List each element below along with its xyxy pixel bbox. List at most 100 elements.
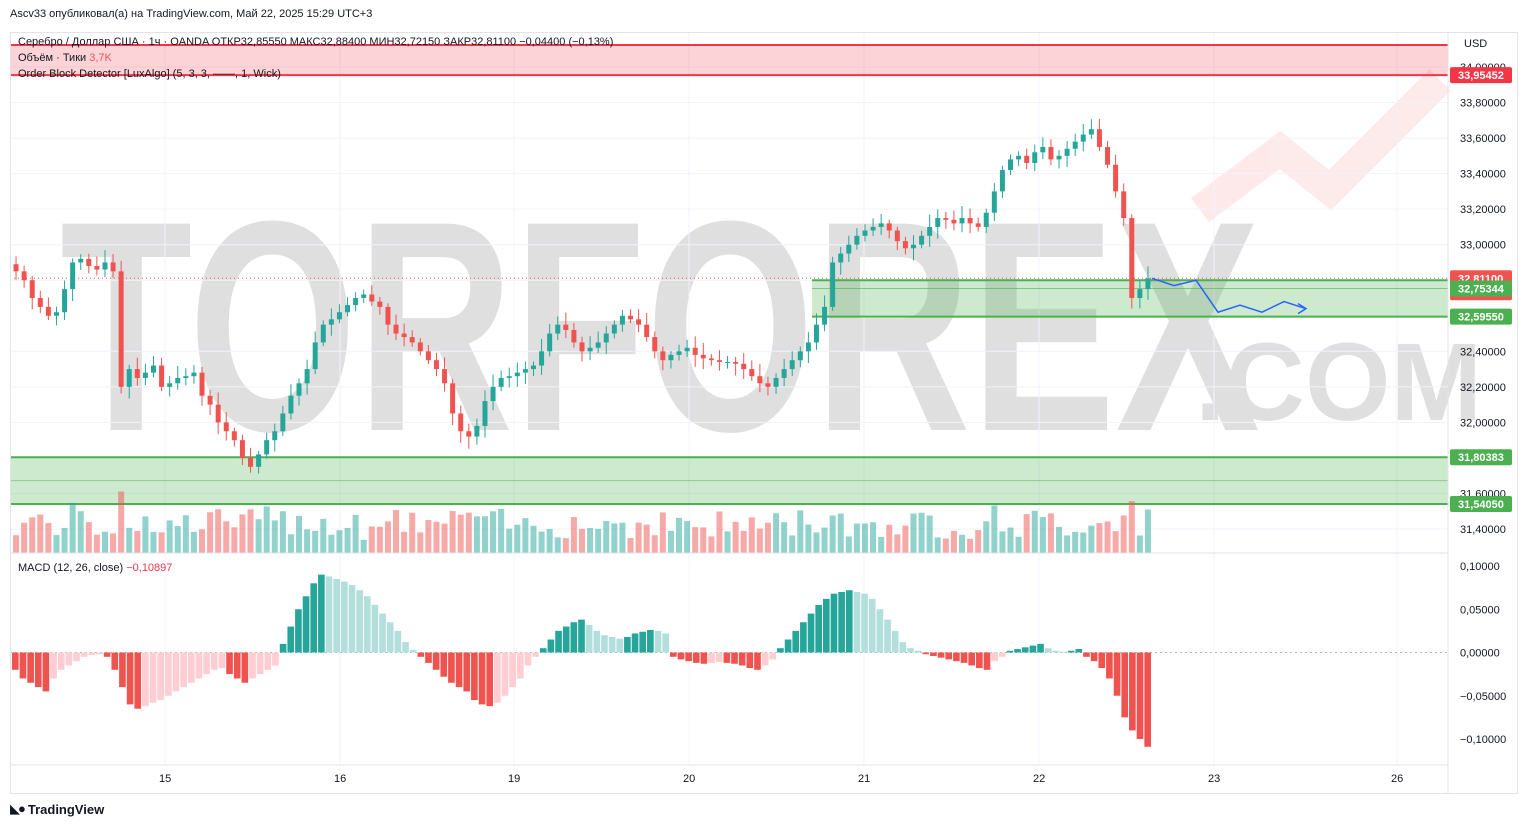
watermark: TORFOREX .COM	[60, 69, 1482, 494]
currency-label[interactable]: USD	[1464, 38, 1488, 50]
candle-body	[45, 306, 51, 316]
volume-bar	[336, 530, 343, 553]
candle-body	[854, 235, 860, 245]
macd-bar	[731, 652, 738, 664]
volume-bar	[376, 526, 383, 553]
macd-bar	[180, 652, 187, 688]
macd-bar	[34, 652, 42, 688]
macd-bar	[363, 596, 371, 653]
candle-body	[862, 230, 868, 236]
macd-bar	[998, 652, 1006, 657]
macd-tick-label: −0,10000	[1460, 734, 1506, 746]
candle-body	[797, 351, 803, 361]
volume-bar	[207, 512, 214, 553]
indicator-legend[interactable]: Order Block Detector [LuxAlgo] (5, 3, 3,…	[18, 68, 281, 80]
watermark-brand: TORFOREX	[60, 158, 1261, 494]
macd-bar	[601, 635, 608, 653]
volume-bar	[999, 531, 1006, 553]
candle-body	[563, 324, 569, 330]
macd-bar	[88, 652, 96, 656]
volume-bar	[764, 522, 771, 553]
volume-bar	[457, 514, 464, 553]
volume-bar	[118, 491, 125, 553]
macd-bar	[501, 652, 509, 696]
candle-body	[781, 369, 787, 378]
time-axis[interactable]: 15 16 19 20 21 22 23 26	[159, 773, 1403, 785]
volume-bar	[481, 516, 488, 553]
candle-body	[393, 324, 399, 334]
candle-body	[668, 354, 674, 361]
macd-bar	[708, 652, 715, 663]
volume-bar	[1047, 513, 1054, 553]
macd-bar	[960, 652, 968, 663]
candle-body	[684, 347, 690, 352]
volume-bar	[1056, 526, 1063, 553]
volume-bar	[861, 523, 868, 553]
volume-bar	[797, 510, 804, 553]
macd-bar	[1052, 650, 1060, 653]
volume-bar	[13, 535, 20, 553]
macd-bar	[149, 652, 157, 703]
candle-body	[522, 369, 528, 373]
candle-body	[644, 324, 650, 338]
macd-tick-label: 0,05000	[1460, 604, 1500, 616]
macd-bar	[516, 652, 524, 679]
candle-body	[789, 360, 795, 370]
candle-body	[692, 347, 698, 355]
volume-bar	[522, 518, 529, 553]
volume-legend[interactable]: Объём · Тики 3,7K	[18, 52, 112, 64]
volume-bar	[1112, 531, 1119, 553]
volume-bar	[425, 519, 432, 553]
macd-axis[interactable]: 0,10000 0,05000 0,00000 −0,05000 −0,10000	[1460, 561, 1506, 746]
candle-body	[482, 401, 488, 426]
time-tick-label: 22	[1033, 773, 1045, 785]
candle-body	[603, 333, 609, 343]
macd-bar	[570, 622, 578, 653]
candle-body	[514, 372, 520, 377]
macd-bar	[983, 652, 991, 670]
candle-body	[813, 324, 819, 343]
candle-body	[749, 369, 755, 377]
macd-bar	[256, 652, 264, 675]
candle-body	[822, 306, 828, 325]
volume-bar	[409, 512, 416, 553]
volume-bar	[716, 511, 723, 553]
volume-bar	[676, 517, 683, 553]
macd-bar	[1144, 652, 1151, 747]
volume-bar	[328, 534, 335, 553]
candle-body	[70, 262, 76, 290]
macd-bar	[486, 652, 494, 707]
order-block-zones	[10, 44, 1448, 506]
volume-bar	[926, 515, 933, 553]
volume-bar	[619, 522, 626, 553]
volume-bar	[368, 526, 375, 553]
volume-bar	[886, 524, 893, 553]
volume-bar	[110, 533, 117, 553]
macd-bar	[914, 650, 922, 653]
candle-body	[1072, 141, 1078, 149]
volume-bar	[61, 527, 68, 553]
macd-bar	[318, 574, 325, 653]
macd-bar	[968, 652, 976, 666]
macd-bar	[830, 593, 838, 653]
tradingview-logo[interactable]: ◣● TradingView	[10, 801, 104, 817]
candle-body	[1121, 191, 1127, 219]
volume-bar	[384, 521, 391, 553]
candle-body	[345, 305, 351, 313]
macd-bar	[1067, 650, 1075, 653]
candle-body	[1056, 155, 1062, 160]
time-tick-label: 16	[334, 773, 346, 785]
volume-bar	[1080, 532, 1087, 553]
symbol-legend[interactable]: Серебро / Доллар США · 1ч · OANDA ОТКР32…	[18, 36, 614, 48]
macd-bar	[945, 652, 953, 660]
macd-legend[interactable]: MACD (12, 26, close) −0,10897	[18, 562, 172, 574]
volume-bar	[320, 518, 327, 553]
tag-lower-zone-bottom-bg	[1450, 496, 1512, 513]
macd-bar	[884, 619, 891, 653]
macd-bar	[126, 652, 134, 705]
macd-bar	[1014, 649, 1021, 653]
candle-body	[975, 223, 981, 227]
candle-body	[409, 337, 415, 343]
tag-bullish-zone-bottom: 32,59550	[1458, 312, 1504, 324]
